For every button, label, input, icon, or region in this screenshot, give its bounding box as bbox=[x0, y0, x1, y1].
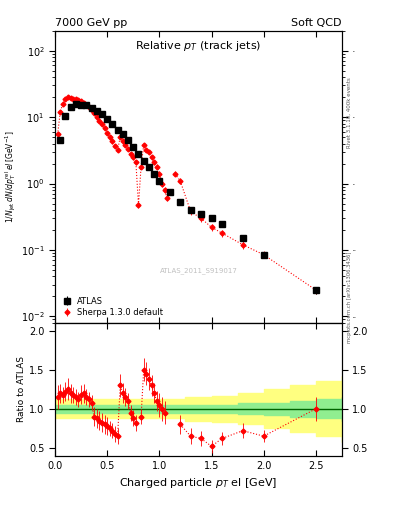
Text: Soft QCD: Soft QCD bbox=[292, 18, 342, 28]
Y-axis label: $1/N_\mathrm{jet}\,dN/dp_T^\mathrm{rel}\,el\,[\mathrm{GeV}^{-1}]$: $1/N_\mathrm{jet}\,dN/dp_T^\mathrm{rel}\… bbox=[4, 131, 18, 223]
Text: mcplots.cern.ch [arXiv:1306.3436]: mcplots.cern.ch [arXiv:1306.3436] bbox=[347, 251, 352, 343]
Text: ATLAS_2011_S919017: ATLAS_2011_S919017 bbox=[160, 267, 237, 274]
Y-axis label: Ratio to ATLAS: Ratio to ATLAS bbox=[17, 356, 26, 422]
X-axis label: Charged particle $p_T$ el [GeV]: Charged particle $p_T$ el [GeV] bbox=[119, 476, 277, 490]
Text: Rivet 3.1.10, 400k events: Rivet 3.1.10, 400k events bbox=[347, 77, 352, 148]
Text: Relative $p_T$ (track jets): Relative $p_T$ (track jets) bbox=[135, 39, 262, 53]
Legend: ATLAS, Sherpa 1.3.0 default: ATLAS, Sherpa 1.3.0 default bbox=[59, 295, 164, 318]
Text: 7000 GeV pp: 7000 GeV pp bbox=[55, 18, 127, 28]
